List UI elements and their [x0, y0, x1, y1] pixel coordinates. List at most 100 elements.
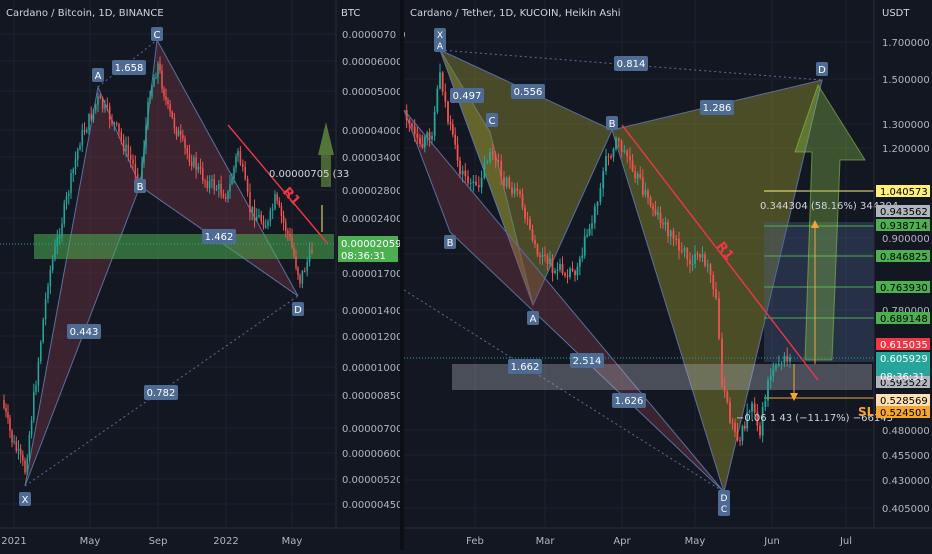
right-ratio-box: [700, 100, 734, 115]
left-candle: [97, 96, 99, 105]
left-candle: [26, 458, 28, 473]
left-y-tick: 0.00000450: [342, 500, 402, 511]
right-candle: [469, 183, 472, 185]
right-candle: [459, 160, 461, 175]
left-y-tick: 0.00000700: [342, 424, 402, 435]
right-candle: [691, 263, 694, 265]
right-candle: [576, 266, 579, 276]
left-candle: [101, 98, 104, 109]
right-candle: [736, 431, 739, 441]
right-candle: [421, 143, 424, 148]
left-candle: [289, 233, 291, 237]
right-candle: [433, 111, 436, 136]
left-candle: [83, 130, 86, 133]
right-level-value: 0.524501: [880, 408, 928, 419]
left-y-axis: 0.0000070 0 0.00006000 0.00005000 0.0000400…: [342, 30, 406, 511]
right-candle: [428, 132, 431, 140]
left-candle: [231, 178, 233, 184]
left-candle: [229, 183, 231, 192]
left-y-tick: 0.00002800: [342, 186, 402, 197]
right-ratio-label: 1.286: [703, 103, 732, 114]
right-candle: [739, 440, 741, 442]
left-y-tick: 0.00004000: [342, 126, 402, 137]
right-candle: [667, 222, 669, 237]
left-x-axis: 2021 May Sep 2022 May: [1, 536, 302, 547]
left-candle: [132, 159, 134, 164]
left-candle: [22, 454, 24, 461]
right-candle: [610, 156, 612, 158]
left-candle: [15, 441, 18, 451]
left-candle: [151, 86, 153, 97]
left-candle: [7, 412, 9, 419]
right-candle: [599, 188, 602, 202]
left-candle: [145, 125, 147, 148]
right-candle: [439, 72, 441, 89]
right-candle: [748, 411, 751, 413]
right-level-value: 0.938714: [880, 221, 928, 232]
right-candle: [449, 122, 452, 125]
right-level-tag: [876, 352, 930, 378]
right-y-tick: 1.300000: [882, 120, 930, 131]
left-candle: [171, 111, 174, 118]
left-candle: [258, 214, 260, 217]
left-x-tick: 2021: [1, 536, 26, 547]
right-y-tick: 0.480000: [882, 426, 930, 437]
left-candle: [40, 342, 42, 362]
right-candle: [712, 275, 715, 290]
panel-separator[interactable]: [400, 0, 404, 550]
left-point-box: [92, 68, 104, 82]
left-candle: [161, 70, 163, 89]
left-panel: R1 0.00000705 (33 1.658 1.462 0.443 0.78…: [0, 0, 406, 547]
right-candle: [751, 403, 753, 412]
right-candle: [759, 425, 761, 436]
left-candle: [47, 286, 49, 299]
left-y-tick: 0.0000070 0: [342, 30, 406, 41]
left-candle: [11, 430, 13, 443]
left-point-x: X: [22, 495, 29, 506]
left-trendline: [227, 124, 329, 245]
left-point-box: [19, 492, 31, 506]
left-point-c: C: [154, 30, 161, 41]
left-grid: [0, 0, 336, 528]
right-candle: [617, 138, 620, 141]
right-candle: [634, 171, 637, 179]
right-candle: [615, 138, 617, 149]
left-candle: [308, 249, 311, 262]
right-candle: [775, 365, 777, 369]
right-candle: [734, 422, 736, 432]
left-candle: [246, 179, 249, 193]
left-candle: [113, 123, 116, 125]
left-candle: [19, 448, 22, 455]
left-x-tick: Sep: [149, 536, 168, 547]
left-candle: [37, 361, 40, 386]
left-candle: [81, 130, 84, 146]
left-candle: [304, 270, 306, 272]
left-price-value: 0.00002059: [341, 239, 401, 250]
left-candle: [155, 77, 157, 79]
right-point-c2: C: [721, 505, 727, 515]
left-candle: [186, 147, 188, 154]
right-candle: [472, 181, 475, 184]
right-candle: [596, 201, 599, 207]
right-candle: [678, 238, 680, 251]
left-candle: [202, 168, 204, 181]
right-candle: [569, 268, 571, 277]
left-candle: [306, 261, 308, 272]
right-level-tag: [876, 219, 930, 231]
left-candle: [267, 221, 269, 226]
left-candle: [169, 104, 171, 112]
left-candle: [106, 104, 109, 107]
right-ratio-label: 1.626: [615, 396, 644, 407]
left-target-arrow: [318, 122, 334, 155]
right-candle: [554, 270, 556, 273]
left-candle: [218, 183, 220, 190]
right-y-tick: 0.780000: [882, 306, 930, 317]
right-candles: [405, 63, 791, 446]
right-candle: [743, 425, 746, 429]
right-candle: [441, 72, 444, 92]
right-candle: [444, 91, 447, 102]
left-candle: [58, 236, 61, 238]
left-candle: [88, 114, 90, 130]
left-candle: [42, 319, 44, 343]
